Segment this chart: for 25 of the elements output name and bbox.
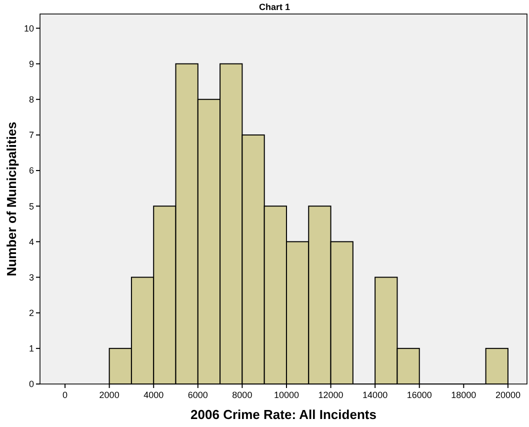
y-tick-label: 7 <box>28 130 34 140</box>
x-tick-label: 6000 <box>188 390 208 400</box>
y-tick-label: 9 <box>28 58 34 69</box>
x-tick-label: 20000 <box>495 390 520 400</box>
y-tick-label: 8 <box>28 94 34 105</box>
x-tick-label: 18000 <box>451 390 476 400</box>
x-tick-label: 14000 <box>362 390 388 400</box>
y-tick-label: 3 <box>28 272 34 282</box>
x-axis-title: 2006 Crime Rate: All Incidents <box>190 407 376 422</box>
x-tick-label: 16000 <box>406 390 432 400</box>
x-tick-label: 0 <box>62 390 68 400</box>
x-tick-label: 8000 <box>232 390 252 400</box>
x-tick-label: 10000 <box>274 390 300 400</box>
y-tick-label: 4 <box>28 236 34 247</box>
y-tick-label: 5 <box>28 201 34 212</box>
y-tick-label: 6 <box>28 166 34 176</box>
x-tick-label: 4000 <box>144 390 164 400</box>
y-tick-label: 10 <box>24 23 34 34</box>
y-tick-label: 1 <box>28 344 34 354</box>
x-tick-label: 2000 <box>99 390 120 400</box>
y-tick-label: 0 <box>28 379 34 390</box>
y-tick-label: 2 <box>28 308 34 318</box>
chart-title: Chart 1 <box>258 2 290 12</box>
x-tick-label: 12000 <box>318 390 344 400</box>
y-axis-title: Number of Municipalities <box>4 122 19 276</box>
